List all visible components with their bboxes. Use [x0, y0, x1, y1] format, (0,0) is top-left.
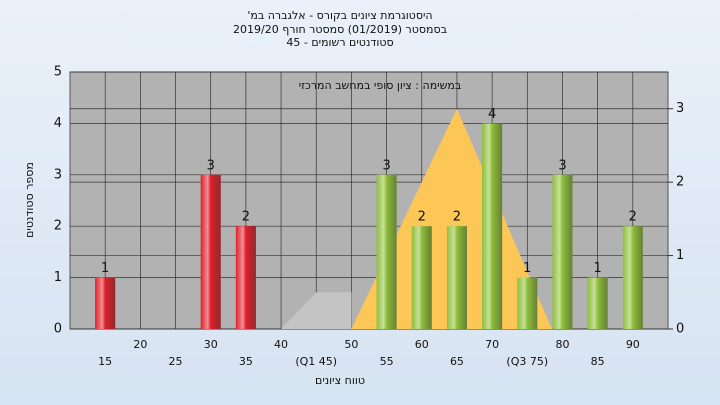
x-tick-label: (Q1 45): [295, 355, 337, 368]
value-label: 2: [242, 210, 250, 225]
x-tick-label: 15: [98, 355, 112, 368]
bar-shine: [482, 123, 503, 330]
x-tick-label: 90: [626, 338, 640, 351]
value-label: 3: [558, 158, 566, 173]
bar-shine: [95, 277, 116, 329]
bar-shine: [200, 174, 221, 329]
x-tick-label: 50: [344, 338, 358, 351]
y-tick-label: 0: [54, 322, 62, 337]
x-tick-label: 35: [239, 355, 253, 368]
chart-subtitle: בסמסטר (01/2019) סמסטר חורף 2019/20: [233, 23, 447, 36]
bar-shine: [622, 226, 643, 329]
x-tick-label: 30: [204, 338, 218, 351]
x-tick-label: 20: [133, 338, 147, 351]
value-label: 1: [523, 261, 531, 276]
annotation: במשימה : ציון סופי במחשב המרכזי: [299, 79, 462, 92]
y2-tick-label: 2: [676, 175, 684, 190]
bar-shine: [376, 174, 397, 329]
value-label: 3: [382, 158, 390, 173]
y-tick-label: 3: [54, 167, 62, 182]
x-tick-label: 40: [274, 338, 288, 351]
bar-shine: [517, 277, 538, 329]
value-label: 2: [453, 210, 461, 225]
bar-shine: [552, 174, 573, 329]
value-label: 3: [207, 158, 215, 173]
bar-shine: [446, 226, 467, 329]
plot-area: [69, 71, 669, 330]
value-label: 1: [594, 261, 602, 276]
value-label: 2: [418, 210, 426, 225]
y2-tick-label: 3: [676, 101, 684, 116]
y-tick-label: 5: [54, 65, 62, 80]
y-tick-label: 4: [54, 116, 62, 131]
x-tick-label: 60: [415, 338, 429, 351]
bar-shine: [587, 277, 608, 329]
chart-title: היסטוגרמת ציונים בקורס - אלגברה במ': [247, 9, 432, 22]
y-tick-label: 1: [54, 270, 62, 285]
x-tick-label: (Q3 75): [506, 355, 548, 368]
chart-subtitle: סטודנטים רשומים - 45: [286, 36, 393, 49]
x-tick-label: 25: [169, 355, 183, 368]
bar-shine: [411, 226, 432, 329]
x-axis-title: טווח ציונים: [315, 374, 365, 387]
x-tick-label: 85: [591, 355, 605, 368]
value-label: 1: [101, 261, 109, 276]
y-tick-label: 2: [54, 219, 62, 234]
value-label: 4: [488, 107, 496, 122]
y-axis-title: מספר סטודנטים: [23, 162, 36, 238]
x-tick-label: 65: [450, 355, 464, 368]
y2-tick-label: 0: [676, 322, 684, 337]
value-label: 2: [629, 210, 637, 225]
x-tick-label: 80: [555, 338, 569, 351]
area: [281, 292, 352, 329]
bar-shine: [235, 226, 256, 329]
x-tick-label: 70: [485, 338, 499, 351]
y2-tick-label: 1: [676, 248, 684, 263]
x-tick-label: 55: [380, 355, 394, 368]
